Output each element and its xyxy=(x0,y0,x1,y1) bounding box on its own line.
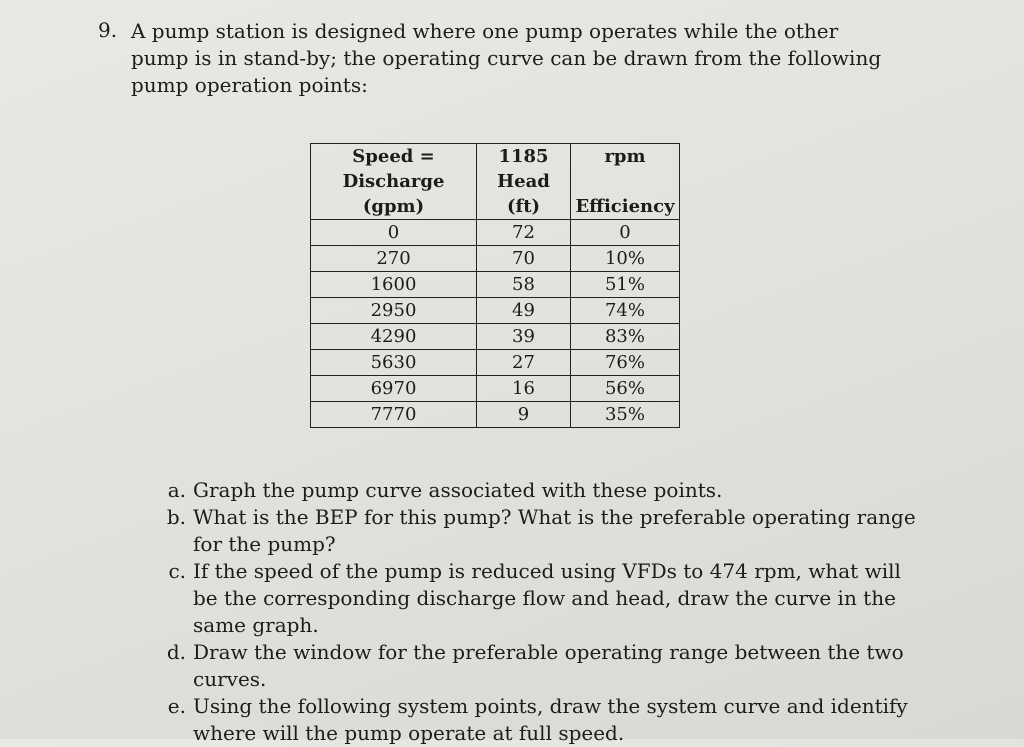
question-item: c. If the speed of the pump is reduced us… xyxy=(156,558,926,639)
question-list: a. Graph the pump curve associated with t… xyxy=(156,477,926,747)
problem-number: 9. xyxy=(98,18,118,42)
discharge-cell: 1600 xyxy=(310,271,477,298)
head-cell: 39 xyxy=(476,323,571,350)
question-text: If the speed of the pump is reduced usin… xyxy=(193,559,901,637)
question-letter: a. xyxy=(167,478,186,502)
efficiency-cell: 0 xyxy=(570,219,680,246)
table-row: 1600 58 51% xyxy=(310,271,680,298)
discharge-cell: 6970 xyxy=(310,375,477,402)
question-text: Graph the pump curve associated with the… xyxy=(193,478,723,502)
question-item: d. Draw the window for the preferable ope… xyxy=(156,639,926,693)
efficiency-cell: 83% xyxy=(570,323,680,350)
question-text: Draw the window for the preferable opera… xyxy=(193,640,904,691)
head-cell: 49 xyxy=(476,297,571,324)
header-head-unit: (ft) xyxy=(506,196,541,217)
table-row: 5630 27 76% xyxy=(310,349,680,376)
head-cell: 70 xyxy=(476,245,571,272)
table-row: 4290 39 83% xyxy=(310,323,680,350)
table-row: 2950 49 74% xyxy=(310,297,680,324)
efficiency-cell: 76% xyxy=(570,349,680,376)
table-row: 6970 16 56% xyxy=(310,375,680,402)
discharge-cell: 4290 xyxy=(310,323,477,350)
table-row: 0 72 0 xyxy=(310,219,680,246)
discharge-cell: 7770 xyxy=(310,401,477,428)
header-blank xyxy=(571,169,679,194)
efficiency-cell: 35% xyxy=(570,401,680,428)
question-letter: d. xyxy=(166,640,186,664)
efficiency-cell: 56% xyxy=(570,375,680,402)
header-speed-label: Speed = xyxy=(352,146,435,167)
head-cell: 72 xyxy=(476,219,571,246)
question-letter: b. xyxy=(166,505,186,529)
header-head: 1185 Head (ft) xyxy=(476,143,571,220)
header-discharge-unit: (gpm) xyxy=(362,196,425,217)
question-item: a. Graph the pump curve associated with t… xyxy=(156,477,926,504)
discharge-cell: 0 xyxy=(310,219,477,246)
discharge-cell: 5630 xyxy=(310,349,477,376)
head-cell: 27 xyxy=(476,349,571,376)
problem-intro: A pump station is designed where one pum… xyxy=(131,19,882,97)
efficiency-cell: 51% xyxy=(570,271,680,298)
header-head-label: Head xyxy=(497,171,550,192)
question-text: What is the BEP for this pump? What is t… xyxy=(193,505,916,556)
header-efficiency-label: Efficiency xyxy=(575,196,675,217)
efficiency-cell: 10% xyxy=(570,245,680,272)
head-cell: 58 xyxy=(476,271,571,298)
header-discharge-label: Discharge xyxy=(342,171,445,192)
header-discharge: Speed = Discharge (gpm) xyxy=(310,143,477,220)
head-cell: 9 xyxy=(476,401,571,428)
table-row: 7770 9 35% xyxy=(310,401,680,428)
question-letter: e. xyxy=(167,694,186,718)
discharge-cell: 270 xyxy=(310,245,477,272)
discharge-cell: 2950 xyxy=(310,297,477,324)
table-header-row: Speed = Discharge (gpm) 1185 Head (ft) r… xyxy=(310,143,680,220)
question-item: b. What is the BEP for this pump? What is… xyxy=(156,504,926,558)
header-speed-unit: rpm xyxy=(604,146,646,167)
pump-operation-table: Speed = Discharge (gpm) 1185 Head (ft) r… xyxy=(310,143,680,428)
question-letter: c. xyxy=(168,559,186,583)
table-row: 270 70 10% xyxy=(310,245,680,272)
efficiency-cell: 74% xyxy=(570,297,680,324)
header-efficiency: rpm Efficiency xyxy=(570,143,680,220)
header-speed-value: 1185 xyxy=(498,146,549,167)
question-text: Using the following system points, draw … xyxy=(193,694,908,745)
head-cell: 16 xyxy=(476,375,571,402)
